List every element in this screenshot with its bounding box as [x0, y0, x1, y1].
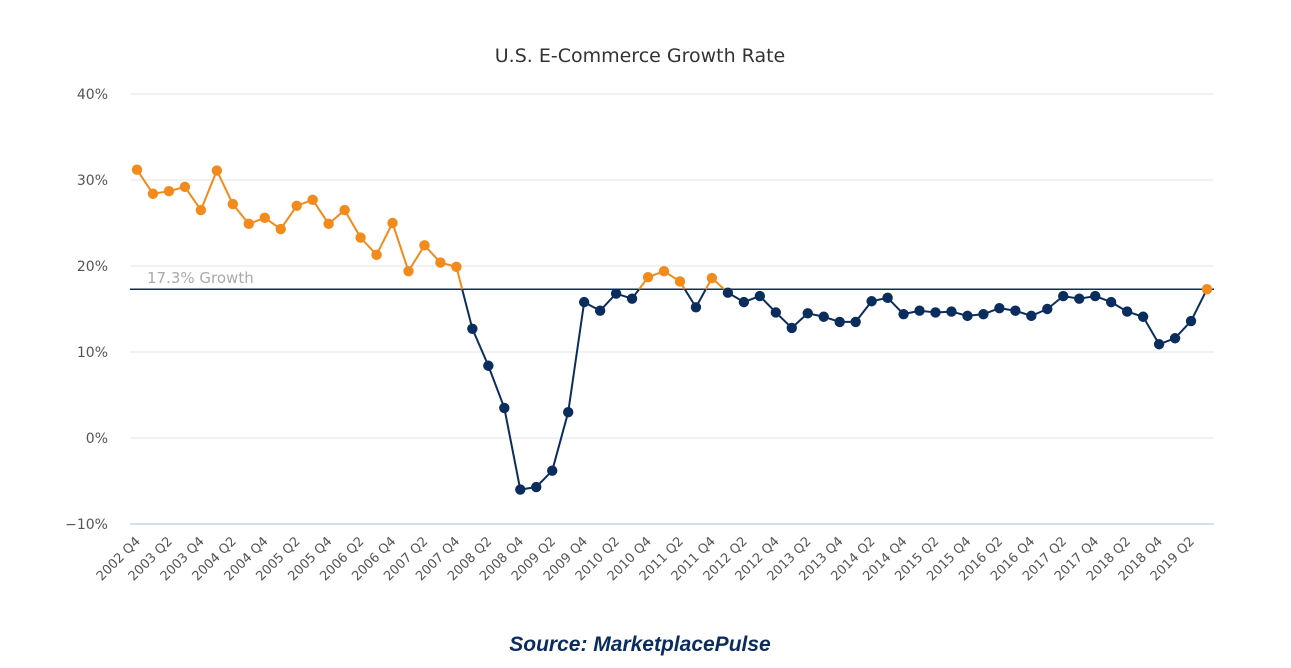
- data-point[interactable]: [1058, 290, 1069, 302]
- data-point[interactable]: [786, 322, 797, 334]
- reference-line-label: 17.3% Growth: [147, 269, 254, 287]
- data-point[interactable]: [674, 276, 686, 287]
- data-point[interactable]: [547, 465, 558, 476]
- series-line-segment: [199, 170, 218, 211]
- chart-title: U.S. E-Commerce Growth Rate: [495, 45, 786, 67]
- data-point[interactable]: [1042, 303, 1053, 315]
- series-line-segment: [471, 328, 490, 367]
- data-point[interactable]: [834, 316, 845, 328]
- series-line-segment: [391, 222, 410, 272]
- series-line-segment: [375, 222, 394, 256]
- data-point[interactable]: [435, 257, 446, 268]
- data-point[interactable]: [1026, 310, 1037, 322]
- series-line-segment: [461, 288, 474, 330]
- data-point[interactable]: [994, 302, 1005, 314]
- data-point[interactable]: [1153, 339, 1165, 350]
- data-point[interactable]: [275, 223, 286, 235]
- data-point[interactable]: [626, 293, 638, 304]
- data-point[interactable]: [323, 218, 334, 230]
- data-point[interactable]: [483, 360, 494, 371]
- gridlines: [130, 93, 1214, 525]
- data-point[interactable]: [1010, 305, 1021, 316]
- data-point[interactable]: [307, 194, 318, 205]
- data-point[interactable]: [531, 481, 542, 493]
- data-point[interactable]: [403, 265, 414, 277]
- data-point[interactable]: [818, 311, 829, 322]
- data-point[interactable]: [243, 218, 254, 230]
- data-point[interactable]: [1074, 293, 1085, 304]
- growth-series: [131, 164, 1213, 495]
- data-point[interactable]: [179, 181, 191, 193]
- series-line-segment: [1190, 288, 1208, 322]
- series-line-segment: [1142, 316, 1160, 345]
- data-point[interactable]: [515, 484, 526, 495]
- data-point[interactable]: [419, 240, 430, 251]
- data-point[interactable]: [690, 302, 702, 313]
- y-tick-label: 40%: [77, 87, 108, 103]
- data-point[interactable]: [1137, 311, 1149, 322]
- data-point[interactable]: [930, 307, 941, 318]
- data-point[interactable]: [722, 287, 734, 298]
- series-line-segment: [487, 365, 506, 409]
- data-point[interactable]: [738, 296, 750, 308]
- y-tick-label: −10%: [65, 517, 108, 533]
- y-tick-label: 10%: [77, 345, 108, 361]
- data-point[interactable]: [371, 249, 382, 261]
- data-point[interactable]: [499, 402, 510, 414]
- series-line-segment: [567, 301, 586, 413]
- source-credit: Source: MarketplacePulse: [509, 633, 771, 656]
- data-point[interactable]: [850, 316, 861, 328]
- series-line-segment: [215, 170, 234, 205]
- data-point[interactable]: [594, 305, 606, 316]
- data-point[interactable]: [706, 272, 718, 284]
- data-point[interactable]: [1201, 284, 1213, 295]
- y-axis-ticks: −10% 0% 10% 20% 30% 40%: [65, 87, 108, 533]
- series-line-segment: [343, 209, 362, 239]
- data-point[interactable]: [754, 290, 766, 302]
- data-point[interactable]: [163, 185, 175, 197]
- data-point[interactable]: [866, 296, 877, 307]
- data-point[interactable]: [211, 165, 223, 176]
- data-point[interactable]: [610, 288, 622, 299]
- data-point[interactable]: [259, 212, 270, 224]
- y-tick-label: 20%: [77, 259, 108, 275]
- data-point[interactable]: [227, 198, 239, 210]
- data-point[interactable]: [562, 407, 574, 418]
- data-point[interactable]: [339, 204, 350, 216]
- series-line-segment: [503, 407, 522, 490]
- data-point[interactable]: [1105, 296, 1117, 308]
- data-point[interactable]: [147, 188, 159, 199]
- data-point[interactable]: [642, 271, 654, 283]
- data-point[interactable]: [1185, 315, 1197, 327]
- y-tick-label: 30%: [77, 173, 108, 189]
- data-point[interactable]: [770, 307, 782, 318]
- y-tick-label: 0%: [86, 431, 108, 447]
- data-point[interactable]: [978, 308, 989, 320]
- data-point[interactable]: [914, 305, 925, 316]
- data-point[interactable]: [1121, 306, 1133, 317]
- data-point[interactable]: [802, 308, 813, 319]
- data-point[interactable]: [962, 310, 973, 322]
- series-line-segment: [551, 411, 570, 471]
- data-point[interactable]: [946, 306, 957, 317]
- data-point[interactable]: [387, 217, 398, 229]
- data-point[interactable]: [451, 261, 462, 273]
- data-point[interactable]: [882, 292, 893, 304]
- data-point[interactable]: [355, 232, 366, 243]
- data-point[interactable]: [195, 204, 207, 216]
- data-point[interactable]: [1169, 333, 1181, 344]
- data-point[interactable]: [467, 323, 478, 334]
- data-point[interactable]: [1090, 290, 1101, 302]
- data-point[interactable]: [578, 296, 590, 308]
- data-point[interactable]: [898, 308, 909, 320]
- data-point[interactable]: [291, 200, 302, 211]
- data-point[interactable]: [131, 164, 143, 175]
- data-point[interactable]: [658, 265, 670, 277]
